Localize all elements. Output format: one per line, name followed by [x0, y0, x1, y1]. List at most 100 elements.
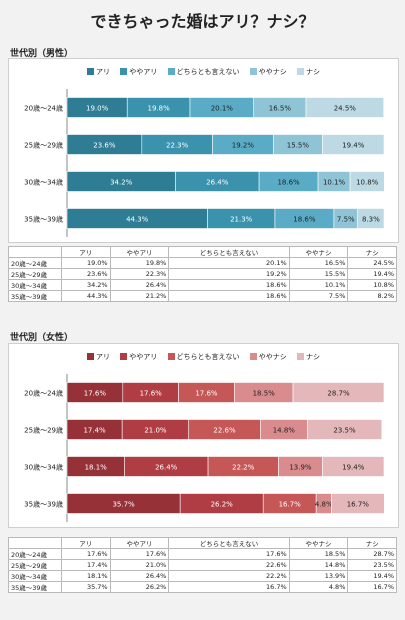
data-label: 7.5%	[337, 216, 355, 224]
table-header: どちらとも言えない	[168, 246, 290, 258]
table-cell: 24.5%	[347, 257, 397, 269]
data-label: 28.7%	[327, 390, 350, 398]
category-label: 25歳～29歳	[24, 141, 63, 150]
bar-segment	[306, 419, 383, 440]
table-cell: 7.5%	[288, 290, 349, 302]
table-cell: 10.1%	[288, 279, 349, 291]
data-label: 10.8%	[356, 179, 379, 187]
table-cell: 17.6%	[109, 548, 170, 560]
table-header	[8, 537, 62, 549]
data-label: 17.6%	[195, 390, 218, 398]
table-cell: 26.4%	[109, 570, 170, 582]
data-label: 22.2%	[232, 464, 255, 472]
category-label: 35歳～39歳	[24, 215, 63, 224]
bar-segment	[305, 97, 384, 118]
category-label: 20歳～24歳	[24, 389, 63, 398]
table-cell: 15.5%	[288, 268, 349, 280]
chart-panel-male: アリ ややアリ どちらとも言えない ややナシ ナシ 20歳～24歳 19.0% 19…	[8, 58, 399, 243]
table-cell: 19.4%	[347, 268, 397, 280]
legend-female: アリ ややアリ どちらとも言えない ややナシ ナシ	[9, 352, 398, 362]
table-cell: 44.3%	[61, 290, 111, 302]
table-cell: 26.4%	[109, 279, 170, 291]
table-cell: 22.6%	[168, 559, 290, 571]
data-label: 19.8%	[147, 105, 170, 113]
table-cell: 34.2%	[61, 279, 111, 291]
data-label: 17.6%	[140, 390, 163, 398]
section-title-female: 世代別（女性）	[10, 333, 74, 343]
table-cell: 28.7%	[347, 548, 397, 560]
table-cell: 10.8%	[347, 279, 397, 291]
table-cell: 19.8%	[109, 257, 170, 269]
table-header-row: アリ ややアリ どちらとも言えない ややナシ ナシ	[8, 537, 397, 549]
table-cell: 35歳～39歳	[8, 581, 62, 593]
legend-swatch	[120, 353, 128, 360]
data-label: 8.3%	[362, 216, 380, 224]
legend-swatch	[249, 353, 257, 360]
table-cell: 4.8%	[288, 581, 349, 593]
data-label: 22.3%	[166, 142, 189, 150]
legend-item: どちらとも言えない	[167, 67, 240, 77]
category-label: 35歳～39歳	[24, 500, 63, 509]
legend-label: アリ	[96, 68, 111, 76]
table-cell: 18.5%	[288, 548, 349, 560]
data-label: 16.5%	[269, 105, 292, 113]
table-cell: 20歳～24歳	[8, 548, 62, 560]
data-table-female: アリ ややアリ どちらとも言えない ややナシ ナシ 20歳～24歳 17.6% …	[8, 537, 397, 593]
table-cell: 13.9%	[288, 570, 349, 582]
category-label: 30歳～34歳	[24, 463, 63, 472]
table-header-row: アリ ややアリ どちらとも言えない ややナシ ナシ	[8, 246, 397, 258]
data-label: 13.9%	[289, 464, 312, 472]
data-label: 17.4%	[83, 427, 106, 435]
table-cell: 35歳～39歳	[8, 290, 62, 302]
table-cell: 22.3%	[109, 268, 170, 280]
legend-swatch	[167, 68, 175, 75]
table-cell: 16.5%	[288, 257, 349, 269]
legend-item: ややナシ	[249, 67, 287, 77]
data-label: 22.6%	[213, 427, 236, 435]
table-cell: 30歳～34歳	[8, 279, 62, 291]
data-label: 18.6%	[293, 216, 316, 224]
table-cell: 25歳～29歳	[8, 268, 62, 280]
bar-segment	[292, 382, 385, 403]
legend-label: ナシ	[305, 353, 320, 361]
data-label: 23.5%	[333, 427, 356, 435]
stacked-bar-chart-male: 20歳～24歳 19.0% 19.8% 20.1% 16.5% 24.5% 25歳～29歳 2…	[24, 89, 385, 237]
data-label: 34.2%	[110, 179, 133, 187]
legend-item: アリ	[87, 352, 110, 362]
data-table-male: アリ ややアリ どちらとも言えない ややナシ ナシ 20歳～24歳 19.0% …	[8, 246, 397, 302]
data-label: 26.2%	[211, 501, 234, 509]
table-header: ややナシ	[288, 246, 349, 258]
data-label: 10.1%	[323, 179, 346, 187]
table-cell: 21.2%	[109, 290, 170, 302]
data-label: 23.6%	[93, 142, 116, 150]
bar-segment	[331, 493, 385, 514]
table-cell: 16.7%	[168, 581, 290, 593]
table-cell: 14.8%	[288, 559, 349, 571]
table-cell: 23.6%	[61, 268, 111, 280]
table-header: ナシ	[347, 246, 397, 258]
table-header: ややアリ	[109, 246, 170, 258]
legend-label: どちらとも言えない	[176, 68, 240, 76]
table-cell: 19.0%	[61, 257, 111, 269]
table-cell: 16.7%	[347, 581, 397, 593]
data-label: 18.6%	[277, 179, 300, 187]
data-label: 19.2%	[232, 142, 255, 150]
table-cell: 18.6%	[168, 279, 290, 291]
legend-item: ナシ	[296, 67, 320, 77]
table-row: 30歳～34歳 34.2% 26.4% 18.6% 10.1% 10.8%	[8, 279, 397, 291]
table-header: アリ	[61, 246, 111, 258]
table-header: ややアリ	[109, 537, 170, 549]
page-title: できちゃった婚はアリ？ナシ？	[90, 12, 315, 31]
legend-label: ややアリ	[129, 353, 158, 361]
data-label: 17.6%	[84, 390, 107, 398]
legend-swatch	[87, 353, 95, 360]
table-row: 25歳～29歳 23.6% 22.3% 19.2% 15.5% 19.4%	[8, 268, 397, 280]
table-cell: 25歳～29歳	[8, 559, 62, 571]
legend-swatch	[296, 353, 304, 360]
table-cell: 17.6%	[61, 548, 111, 560]
legend-swatch	[249, 68, 257, 75]
table-row: 35歳～39歳 35.7% 26.2% 16.7% 4.8% 16.7%	[8, 581, 397, 593]
data-label: 35.7%	[112, 501, 135, 509]
table-cell: 17.6%	[168, 548, 290, 560]
table-cell: 23.5%	[347, 559, 397, 571]
